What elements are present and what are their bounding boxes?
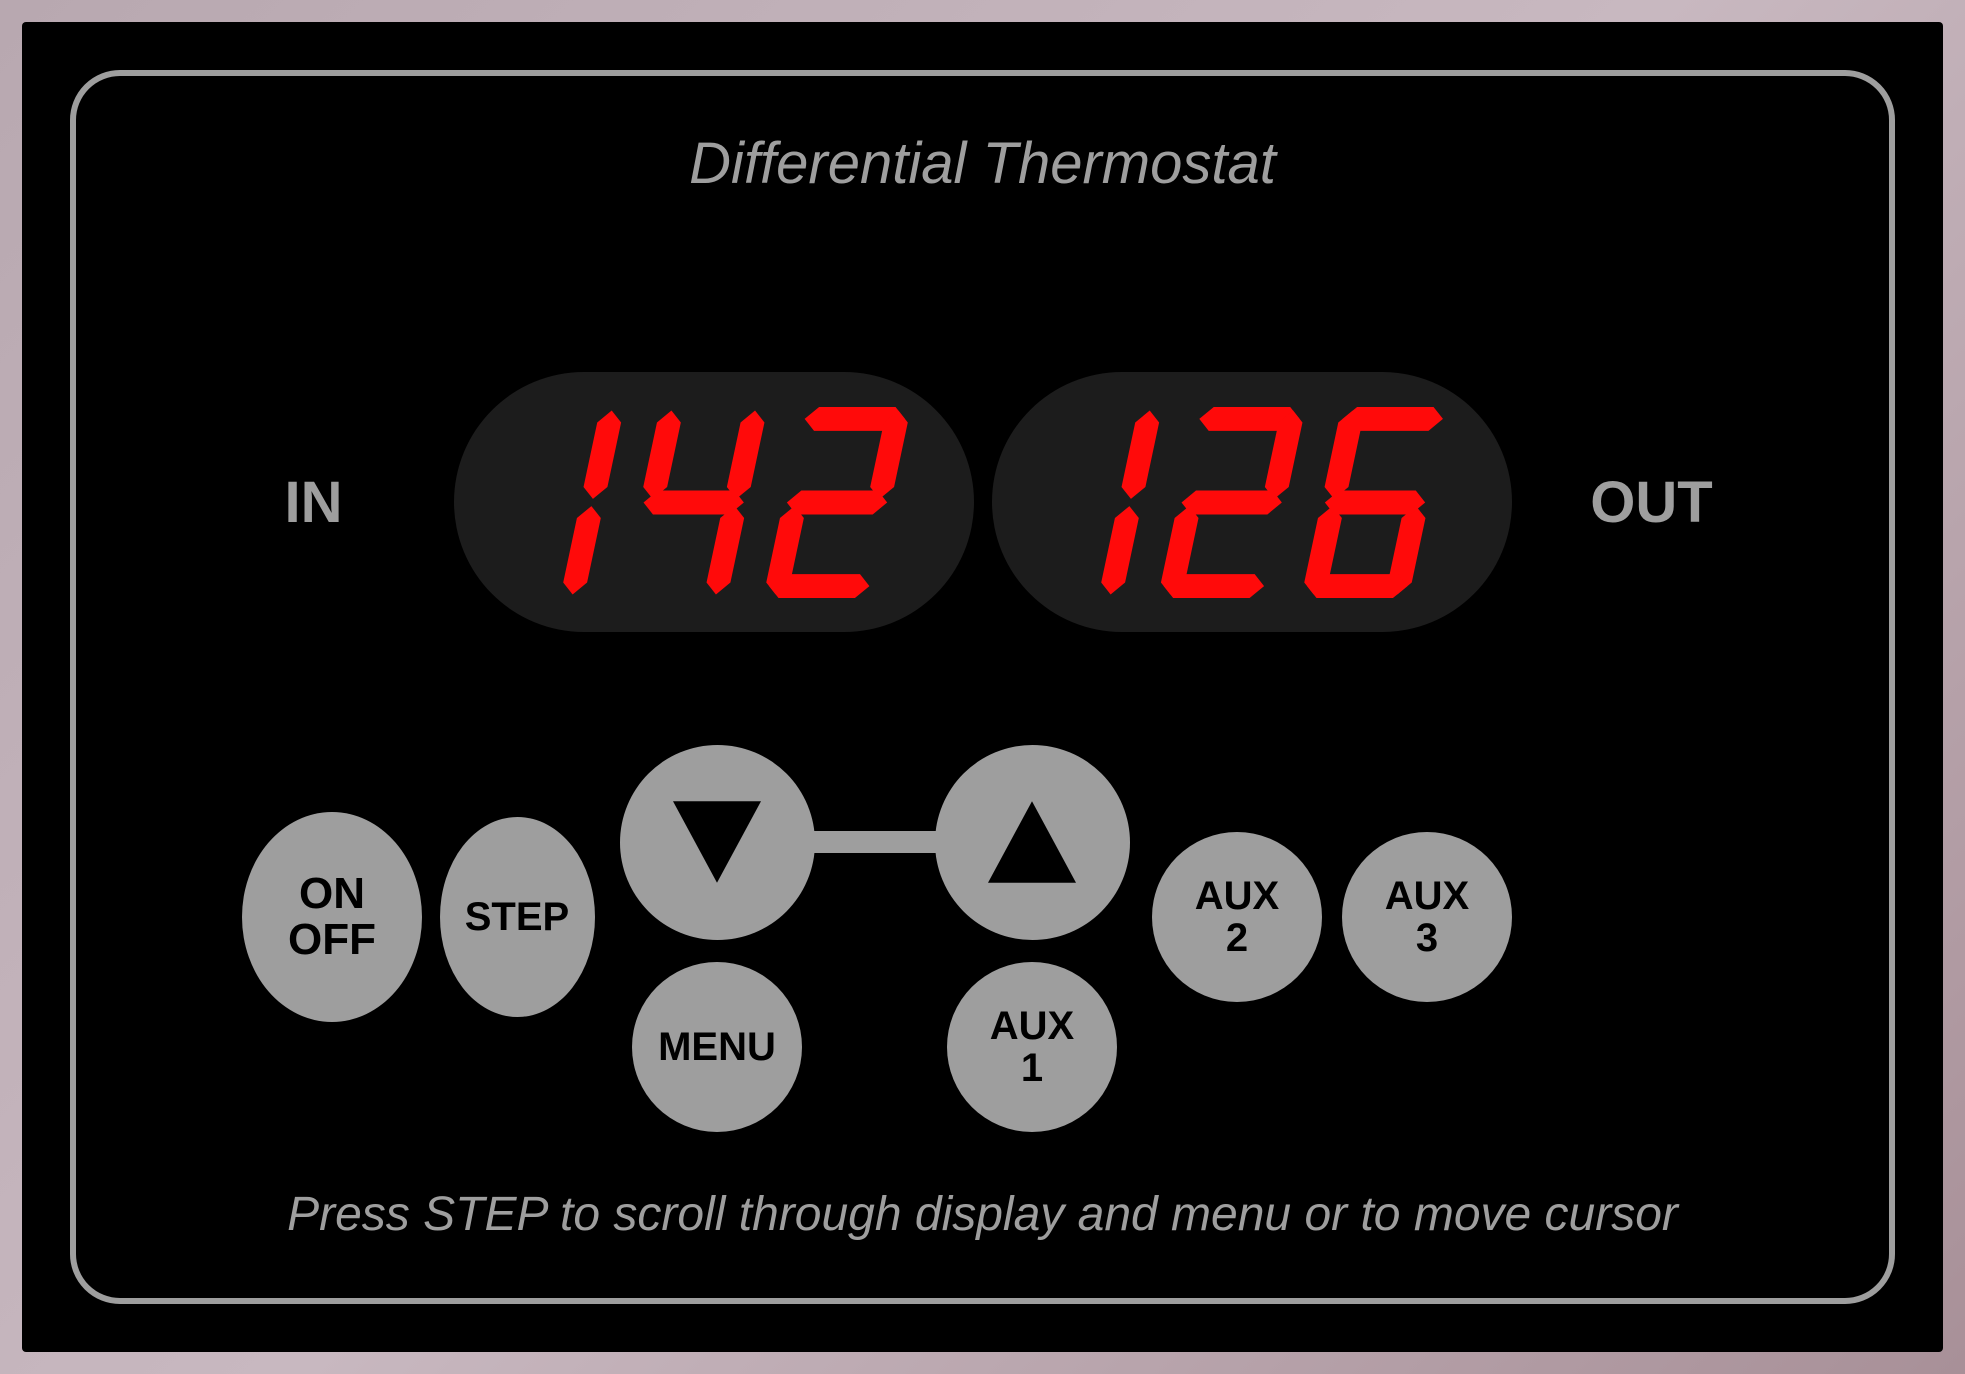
up-down-connector: [802, 831, 952, 853]
aux-1-label-2: 1: [1021, 1047, 1043, 1089]
down-button[interactable]: [620, 745, 815, 940]
triangle-up-icon: [977, 792, 1087, 892]
triangle-down-icon: [662, 792, 772, 892]
out-label: OUT: [1552, 469, 1752, 536]
footer-hint: Press STEP to scroll through display and…: [22, 1187, 1943, 1242]
on-off-label-1: ON: [299, 871, 365, 917]
menu-button[interactable]: MENU: [632, 962, 802, 1132]
aux-1-label-1: AUX: [990, 1005, 1074, 1047]
lcd-out-digits: [1037, 395, 1467, 610]
aux-2-label-1: AUX: [1195, 875, 1279, 917]
aux-1-button[interactable]: AUX 1: [947, 962, 1117, 1132]
step-button[interactable]: STEP: [440, 817, 595, 1017]
up-button[interactable]: [935, 745, 1130, 940]
aux-3-label-2: 3: [1416, 917, 1438, 959]
device-title: Differential Thermostat: [22, 130, 1943, 197]
lcd-out: [992, 372, 1512, 632]
on-off-button[interactable]: ON OFF: [242, 812, 422, 1022]
aux-3-button[interactable]: AUX 3: [1342, 832, 1512, 1002]
device-face: Differential Thermostat IN OUT ON OFF ST…: [22, 22, 1943, 1352]
lcd-pair: [454, 372, 1512, 632]
display-row: IN OUT: [22, 372, 1943, 632]
aux-2-button[interactable]: AUX 2: [1152, 832, 1322, 1002]
aux-3-label-1: AUX: [1385, 875, 1469, 917]
button-area: ON OFF STEP MENU AUX: [22, 742, 1943, 1172]
on-off-label-2: OFF: [288, 917, 376, 963]
device-bezel: Differential Thermostat IN OUT ON OFF ST…: [0, 0, 1965, 1374]
in-label: IN: [214, 469, 414, 536]
aux-2-label-2: 2: [1226, 917, 1248, 959]
menu-label: MENU: [658, 1026, 776, 1068]
lcd-in-digits: [499, 395, 929, 610]
step-label: STEP: [465, 896, 569, 938]
lcd-in: [454, 372, 974, 632]
